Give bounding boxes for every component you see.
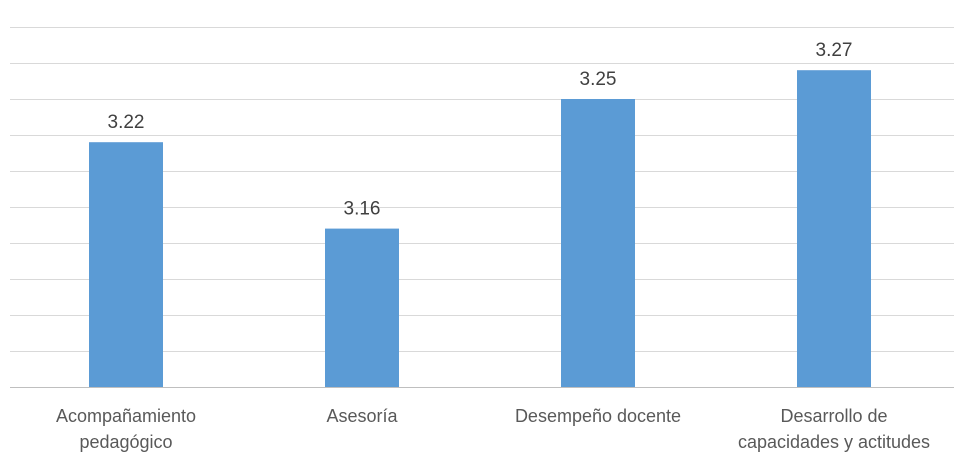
bar	[797, 70, 871, 387]
category-label: Desarrollo de	[780, 406, 887, 426]
category-labels: Acompañamiento pedagógico Asesoría Desempeñ…	[56, 406, 930, 452]
category-label: Acompañamiento	[56, 406, 196, 426]
category-label: Desempeño docente	[515, 406, 681, 426]
data-label: 3.25	[580, 69, 617, 90]
data-label: 3.22	[108, 112, 145, 133]
bar	[561, 99, 635, 387]
data-label: 3.16	[344, 199, 381, 220]
data-labels: 3.22 3.16 3.25 3.27	[108, 40, 853, 219]
category-label: Asesoría	[326, 406, 398, 426]
bar	[89, 142, 163, 387]
data-label: 3.27	[816, 40, 853, 61]
bars	[89, 70, 871, 387]
bar	[325, 228, 399, 387]
gridlines	[10, 27, 954, 388]
category-label: pedagógico	[79, 432, 172, 452]
category-label: capacidades y actitudes	[738, 432, 930, 452]
